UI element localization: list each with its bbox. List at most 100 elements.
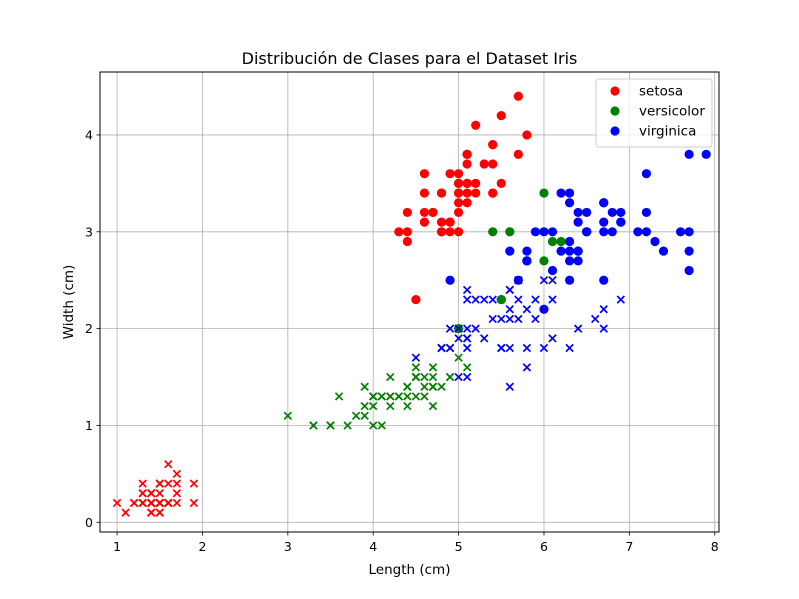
setosa-sepal-point [471, 178, 481, 188]
virginica-sepal-point [616, 217, 626, 227]
y-tick-label: 3 [85, 224, 93, 239]
virginica-petal-point [505, 305, 515, 314]
setosa-sepal-point [513, 149, 523, 159]
virginica-sepal-point [573, 207, 583, 218]
setosa-sepal-point [488, 159, 498, 169]
virginica-petal-point [522, 343, 532, 353]
virginica-sepal-point [573, 246, 583, 256]
versicolor-petal-point [428, 372, 438, 382]
setosa-petal-point [155, 489, 164, 498]
legend-label-setosa: setosa [639, 84, 683, 100]
virginica-petal-point [590, 314, 600, 324]
versicolor-petal-point [369, 401, 378, 411]
versicolor-petal-point [411, 372, 421, 382]
versicolor-petal-point [386, 401, 395, 411]
virginica-petal-point [522, 305, 532, 314]
virginica-petal-point [445, 324, 455, 333]
setosa-sepal-point [445, 169, 455, 179]
setosa-sepal-point [445, 227, 455, 237]
legend-label-virginica: virginica [639, 124, 696, 140]
setosa-sepal-point [411, 294, 421, 305]
virginica-petal-point [505, 285, 515, 295]
setosa-sepal-point [462, 178, 472, 188]
setosa-sepal-point [445, 217, 455, 227]
virginica-sepal-point [539, 227, 549, 237]
setosa-petal-point [172, 469, 182, 479]
virginica-petal-point [514, 295, 523, 304]
versicolor-petal-point [386, 372, 395, 382]
x-tick-label: 7 [625, 539, 633, 554]
setosa-sepal-point [419, 188, 430, 198]
virginica-petal-point [454, 334, 463, 343]
virginica-petal-point [454, 372, 463, 382]
versicolor-sepal-point [556, 236, 566, 247]
y-axis-label: Width (cm) [61, 265, 77, 340]
virginica-sepal-point [684, 265, 694, 276]
legend-label-versicolor: versicolor [639, 104, 705, 120]
legend-box [595, 78, 713, 148]
setosa-sepal-point [428, 207, 438, 218]
virginica-petal-point [497, 314, 506, 324]
virginica-sepal-point [658, 246, 669, 256]
setosa-sepal-point [488, 188, 498, 198]
setosa-sepal-point [419, 217, 430, 227]
virginica-sepal-point [564, 246, 575, 256]
setosa-sepal-point [436, 227, 447, 237]
setosa-sepal-point [513, 91, 523, 101]
setosa-sepal-point [419, 169, 430, 179]
virginica-petal-point [488, 314, 497, 324]
y-tick-label: 1 [85, 418, 93, 433]
setosa-petal-point [164, 498, 173, 508]
virginica-sepal-point [582, 207, 592, 218]
virginica-sepal-point [616, 207, 626, 218]
virginica-sepal-point [445, 275, 455, 285]
setosa-sepal-point [488, 140, 498, 150]
axis-ticks: 1 2 3 4 5 6 7 8 0 1 2 3 4 [85, 127, 719, 554]
setosa-sepal-point [453, 178, 464, 188]
x-tick-label: 1 [113, 539, 121, 554]
x-tick-label: 5 [455, 539, 463, 554]
virginica-sepal-point [547, 265, 558, 276]
versicolor-sepal-point [547, 236, 558, 247]
versicolor-petal-point [411, 392, 421, 401]
versicolor-petal-point [360, 401, 369, 411]
versicolor-petal-point [420, 382, 429, 391]
versicolor-petal-point [445, 372, 455, 382]
setosa-petal-point [138, 479, 147, 488]
versicolor-sepal-point [488, 227, 498, 237]
virginica-petal-point [445, 343, 455, 353]
virginica-petal-point [505, 314, 515, 324]
virginica-sepal-point [633, 227, 643, 237]
virginica-petal-point [471, 324, 480, 333]
x-tick-label: 2 [198, 539, 206, 554]
setosa-sepal-point [471, 188, 481, 198]
virginica-petal-point [522, 363, 532, 372]
versicolor-petal-point [462, 363, 472, 372]
setosa-sepal-point [462, 198, 472, 208]
virginica-petal-point [454, 324, 463, 333]
virginica-sepal-point [564, 275, 575, 285]
versicolor-petal-point [420, 372, 429, 382]
virginica-petal-point [548, 276, 557, 285]
setosa-petal-point [112, 498, 122, 508]
virginica-petal-point [514, 276, 523, 285]
virginica-sepal-point [564, 198, 575, 208]
virginica-petal-point [599, 305, 608, 314]
virginica-sepal-point [607, 227, 617, 237]
virginica-sepal-point [539, 304, 549, 314]
versicolor-petal-point [360, 382, 369, 391]
series-setosa [112, 91, 532, 517]
versicolor-petal-point [343, 421, 352, 430]
virginica-petal-point [531, 314, 540, 324]
virginica-sepal-point [607, 207, 617, 218]
virginica-sepal-point [556, 246, 566, 256]
legend: setosa versicolor virginica [595, 78, 713, 148]
virginica-petal-point [480, 334, 489, 343]
setosa-petal-point [155, 508, 164, 517]
virginica-sepal-point [556, 188, 566, 198]
setosa-petal-point [189, 498, 199, 508]
setosa-petal-point [147, 498, 156, 508]
versicolor-petal-point [309, 421, 318, 430]
virginica-sepal-point [573, 217, 583, 227]
